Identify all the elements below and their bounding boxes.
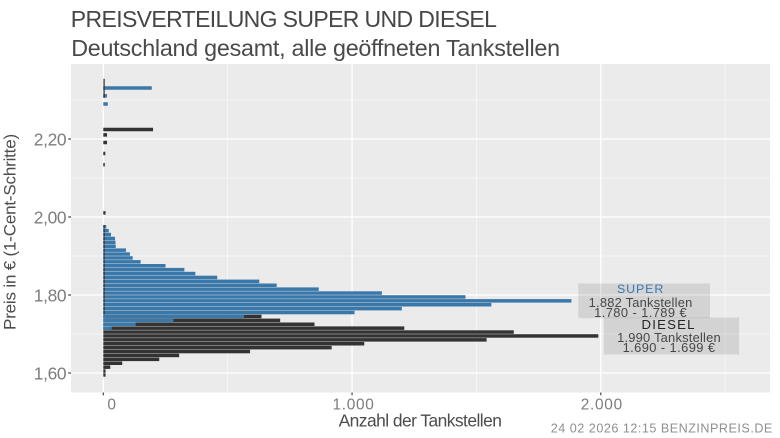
svg-text:1.882 Tankstellen: 1.882 Tankstellen — [589, 295, 693, 310]
svg-text:Preis in € (1-Cent-Schritte): Preis in € (1-Cent-Schritte) — [1, 134, 20, 330]
svg-text:1,80: 1,80 — [34, 285, 67, 305]
svg-text:1.000: 1.000 — [332, 397, 374, 414]
svg-text:1.990 Tankstellen: 1.990 Tankstellen — [617, 330, 721, 345]
svg-text:2,00: 2,00 — [34, 208, 67, 228]
svg-text:0: 0 — [107, 397, 116, 414]
svg-text:1.780 - 1.789 €: 1.780 - 1.789 € — [594, 305, 687, 320]
svg-text:Deutschland gesamt, alle geöff: Deutschland gesamt, alle geöffneten Tank… — [71, 35, 560, 61]
svg-text:Anzahl der Tankstellen: Anzahl der Tankstellen — [339, 411, 502, 431]
svg-text:1.690 - 1.699 €: 1.690 - 1.699 € — [623, 340, 716, 355]
svg-text:PREISVERTEILUNG SUPER UND DIES: PREISVERTEILUNG SUPER UND DIESEL — [71, 6, 497, 32]
svg-text:DIESEL: DIESEL — [642, 317, 696, 332]
svg-text:SUPER: SUPER — [617, 282, 664, 296]
svg-text:1,60: 1,60 — [34, 363, 67, 383]
svg-text:24 02 2026 12:15 BENZINPREIS.D: 24 02 2026 12:15 BENZINPREIS.DE — [551, 421, 773, 435]
svg-text:2.000: 2.000 — [581, 397, 623, 414]
svg-text:2,20: 2,20 — [34, 129, 67, 149]
